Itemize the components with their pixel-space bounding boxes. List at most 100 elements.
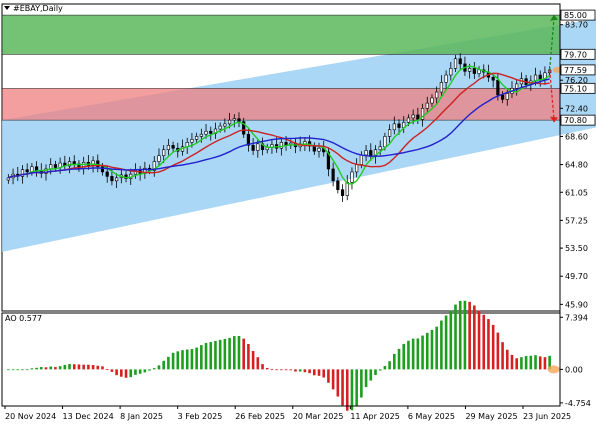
target-zone-up <box>2 14 561 55</box>
ao-bar <box>124 369 128 378</box>
moving-average-line <box>8 65 550 185</box>
candle-body <box>505 93 509 100</box>
price-label-box <box>560 48 596 60</box>
candle-body <box>317 147 321 152</box>
ao-bar <box>35 367 38 370</box>
candle-body <box>359 154 363 165</box>
ao-bar <box>473 305 476 370</box>
candle-body <box>195 136 199 140</box>
ao-bar <box>44 367 48 370</box>
candle <box>472 61 476 80</box>
x-tick-label: 6 May 2025 <box>408 412 455 421</box>
candle <box>378 140 382 156</box>
moving-average-line <box>8 78 550 179</box>
candle <box>171 141 175 152</box>
candle <box>246 128 251 152</box>
candle-body <box>468 68 472 72</box>
candle-body <box>326 151 331 170</box>
ao-bar <box>280 369 283 371</box>
candle-body <box>340 189 345 196</box>
ao-bar <box>421 335 424 370</box>
ao-bar <box>402 343 406 370</box>
forecast-arrowhead-down <box>550 116 558 123</box>
moving-average-line <box>8 72 550 179</box>
y-tick-label: 49.70 <box>565 272 588 281</box>
ao-bar <box>411 338 415 370</box>
ao-bar <box>303 369 307 373</box>
candle-body <box>392 123 396 131</box>
ao-bar <box>482 314 486 370</box>
price-label: 79.70 <box>564 50 587 59</box>
candle-body <box>204 130 208 135</box>
candle-body <box>453 58 458 69</box>
ao-bar <box>454 304 457 370</box>
candle-body <box>171 144 175 149</box>
candle <box>416 107 420 124</box>
ao-bar <box>491 324 495 370</box>
ao-bar <box>383 366 387 370</box>
ao-bar <box>350 369 354 411</box>
ao-bar <box>487 319 490 370</box>
candle-body <box>458 58 462 65</box>
candle-body <box>115 177 119 182</box>
ao-bar <box>515 358 518 370</box>
candle-body <box>491 76 495 81</box>
candle <box>430 94 434 107</box>
ao-bar <box>505 349 509 370</box>
candle-body <box>355 164 359 173</box>
ao-bar <box>449 310 453 370</box>
candle-body <box>430 97 434 104</box>
ao-bar <box>308 369 311 374</box>
candle <box>209 126 213 141</box>
ao-bar <box>463 300 467 370</box>
candle <box>195 132 199 144</box>
ao-highlight-marker <box>547 365 560 374</box>
candle <box>242 117 246 138</box>
candle <box>162 145 166 163</box>
candle-body <box>199 133 203 137</box>
candle <box>505 88 509 106</box>
ao-y-tick-label: 0.00 <box>565 365 583 374</box>
ao-bar <box>510 354 514 370</box>
candle-body <box>218 125 222 130</box>
ao-bar <box>256 357 260 370</box>
candle-body <box>406 117 411 123</box>
ao-bar <box>435 326 438 370</box>
ao-bar <box>341 369 344 406</box>
candle-body <box>449 68 453 76</box>
ao-bar <box>138 369 142 374</box>
ao-bar <box>534 355 537 370</box>
ao-bar <box>162 360 165 370</box>
ao-bar <box>120 369 123 377</box>
ao-y-tick-label: 7.394 <box>565 313 588 322</box>
x-tick-label: 13 Dec 2024 <box>63 412 114 421</box>
candle-body <box>152 161 156 171</box>
ao-bar <box>25 369 29 371</box>
ao-bar <box>393 353 396 370</box>
ao-bar <box>458 300 462 370</box>
y-tick-label: 61.05 <box>565 188 588 197</box>
candle <box>251 138 255 156</box>
ao-bar <box>101 366 104 370</box>
ao-bar <box>360 369 363 398</box>
candle-body <box>515 83 519 89</box>
candle-body <box>543 72 547 80</box>
ao-bar <box>115 369 118 376</box>
candle-body <box>96 160 100 168</box>
candle-body <box>251 144 255 151</box>
ao-bar <box>294 369 297 372</box>
ao-bar <box>444 315 448 370</box>
candle <box>392 116 396 135</box>
ao-bar <box>218 339 222 370</box>
ao-bar <box>284 369 288 371</box>
y-tick-label: 45.90 <box>565 300 588 309</box>
ao-bar <box>520 357 523 370</box>
ao-bar <box>369 369 373 381</box>
candle-body <box>227 119 232 125</box>
y-tick-label: 57.25 <box>565 216 588 225</box>
ao-bar <box>232 336 236 370</box>
candle-body <box>44 168 48 174</box>
ao-bar <box>167 356 170 370</box>
ao-bar <box>134 369 137 375</box>
